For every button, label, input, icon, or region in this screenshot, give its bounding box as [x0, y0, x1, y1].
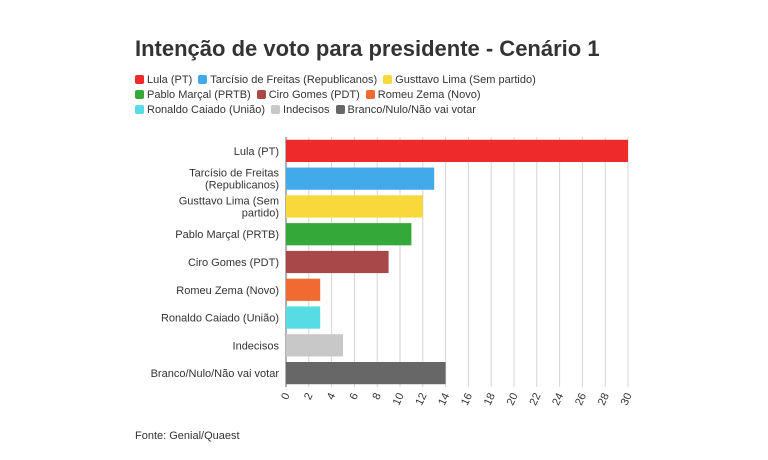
tick-label: 30	[619, 391, 635, 407]
bar	[286, 250, 389, 274]
legend-item: Lula (PT)	[135, 74, 192, 86]
chart-title: Intenção de voto para presidente - Cenár…	[135, 36, 600, 61]
legend-swatch	[335, 105, 345, 114]
tick-label: 6	[348, 391, 361, 402]
legend-item: Ronaldo Caiado (União)	[135, 104, 265, 116]
legend-swatch	[383, 75, 393, 84]
tick-label: 2	[302, 391, 315, 402]
tick-label: 0	[279, 391, 292, 402]
bar	[286, 278, 321, 301]
tick-label: 22	[527, 391, 543, 407]
tick-label: 18	[482, 391, 498, 407]
legend-swatch	[256, 90, 266, 99]
legend-swatch	[365, 90, 375, 99]
legend-label: Indecisos	[283, 103, 330, 116]
legend-swatch	[135, 105, 144, 114]
tick-label: 14	[436, 391, 452, 407]
legend-item: Ciro Gomes (PDT)	[256, 88, 360, 101]
legend-label: Branco/Nulo/Não vai votar	[347, 103, 476, 116]
category-label: Tarcísio de Freitas (Republicanos)	[189, 168, 279, 192]
category-label: Ciro Gomes (PDT)	[188, 257, 279, 269]
bar	[286, 362, 446, 385]
bar	[286, 334, 343, 357]
tick-label: 8	[370, 391, 383, 402]
legend-swatch	[198, 75, 208, 84]
legend-swatch	[135, 75, 144, 84]
tick-label: 10	[391, 391, 407, 407]
tick-label: 26	[573, 391, 589, 407]
legend-label: Romeu Zema (Novo)	[377, 88, 481, 101]
tick-label: 4	[325, 391, 338, 402]
legend-item: Branco/Nulo/Não vai votar	[335, 103, 476, 116]
category-label: Lula (PT)	[234, 146, 279, 158]
category-label: Ronaldo Caiado (União)	[161, 313, 279, 325]
legend-row: Lula (PT) Tarcísio de Freitas (Republican…	[135, 72, 595, 87]
legend-label: Gusttavo Lima (Sem partido)	[395, 73, 536, 86]
tick-label: 28	[596, 391, 612, 407]
legend-swatch	[271, 105, 281, 114]
legend: Lula (PT) Tarcísio de Freitas (Republican…	[135, 72, 595, 117]
legend-item: Tarcísio de Freitas (Republicanos)	[198, 74, 377, 86]
legend-item: Pablo Marçal (PRTB)	[135, 89, 251, 101]
bar	[286, 167, 435, 190]
legend-item: Romeu Zema (Novo)	[365, 88, 481, 101]
legend-item: Indecisos	[271, 103, 330, 116]
legend-label: Ciro Gomes (PDT)	[268, 88, 360, 101]
bar	[286, 195, 423, 218]
legend-item: Gusttavo Lima (Sem partido)	[383, 74, 536, 86]
legend-swatch	[135, 90, 144, 99]
tick-label: 20	[505, 391, 521, 407]
category-label: Gusttavo Lima (Sem partido)	[179, 195, 279, 219]
legend-label: Pablo Marçal (PRTB)	[147, 88, 251, 101]
category-label: Indecisos	[233, 340, 280, 352]
source-note: Fonte: Genial/Quaest	[135, 430, 240, 442]
legend-row: Ronaldo Caiado (União) Indecisos Branco/Nu…	[135, 102, 595, 117]
tick-label: 24	[550, 391, 566, 407]
legend-row: Pablo Marçal (PRTB) Ciro Gomes (PDT) Romeu…	[135, 87, 595, 102]
bar	[286, 306, 321, 329]
legend-label: Ronaldo Caiado (União)	[147, 103, 266, 116]
bar	[286, 139, 628, 162]
category-label: Branco/Nulo/Não vai votar	[151, 368, 280, 380]
legend-label: Tarcísio de Freitas (Republicanos)	[210, 73, 378, 86]
category-label: Pablo Marçal (PRTB)	[175, 229, 279, 241]
bar	[286, 223, 412, 246]
legend-label: Lula (PT)	[147, 73, 193, 86]
tick-label: 16	[459, 391, 475, 407]
category-label: Romeu Zema (Novo)	[176, 285, 279, 297]
tick-label: 12	[413, 391, 429, 407]
